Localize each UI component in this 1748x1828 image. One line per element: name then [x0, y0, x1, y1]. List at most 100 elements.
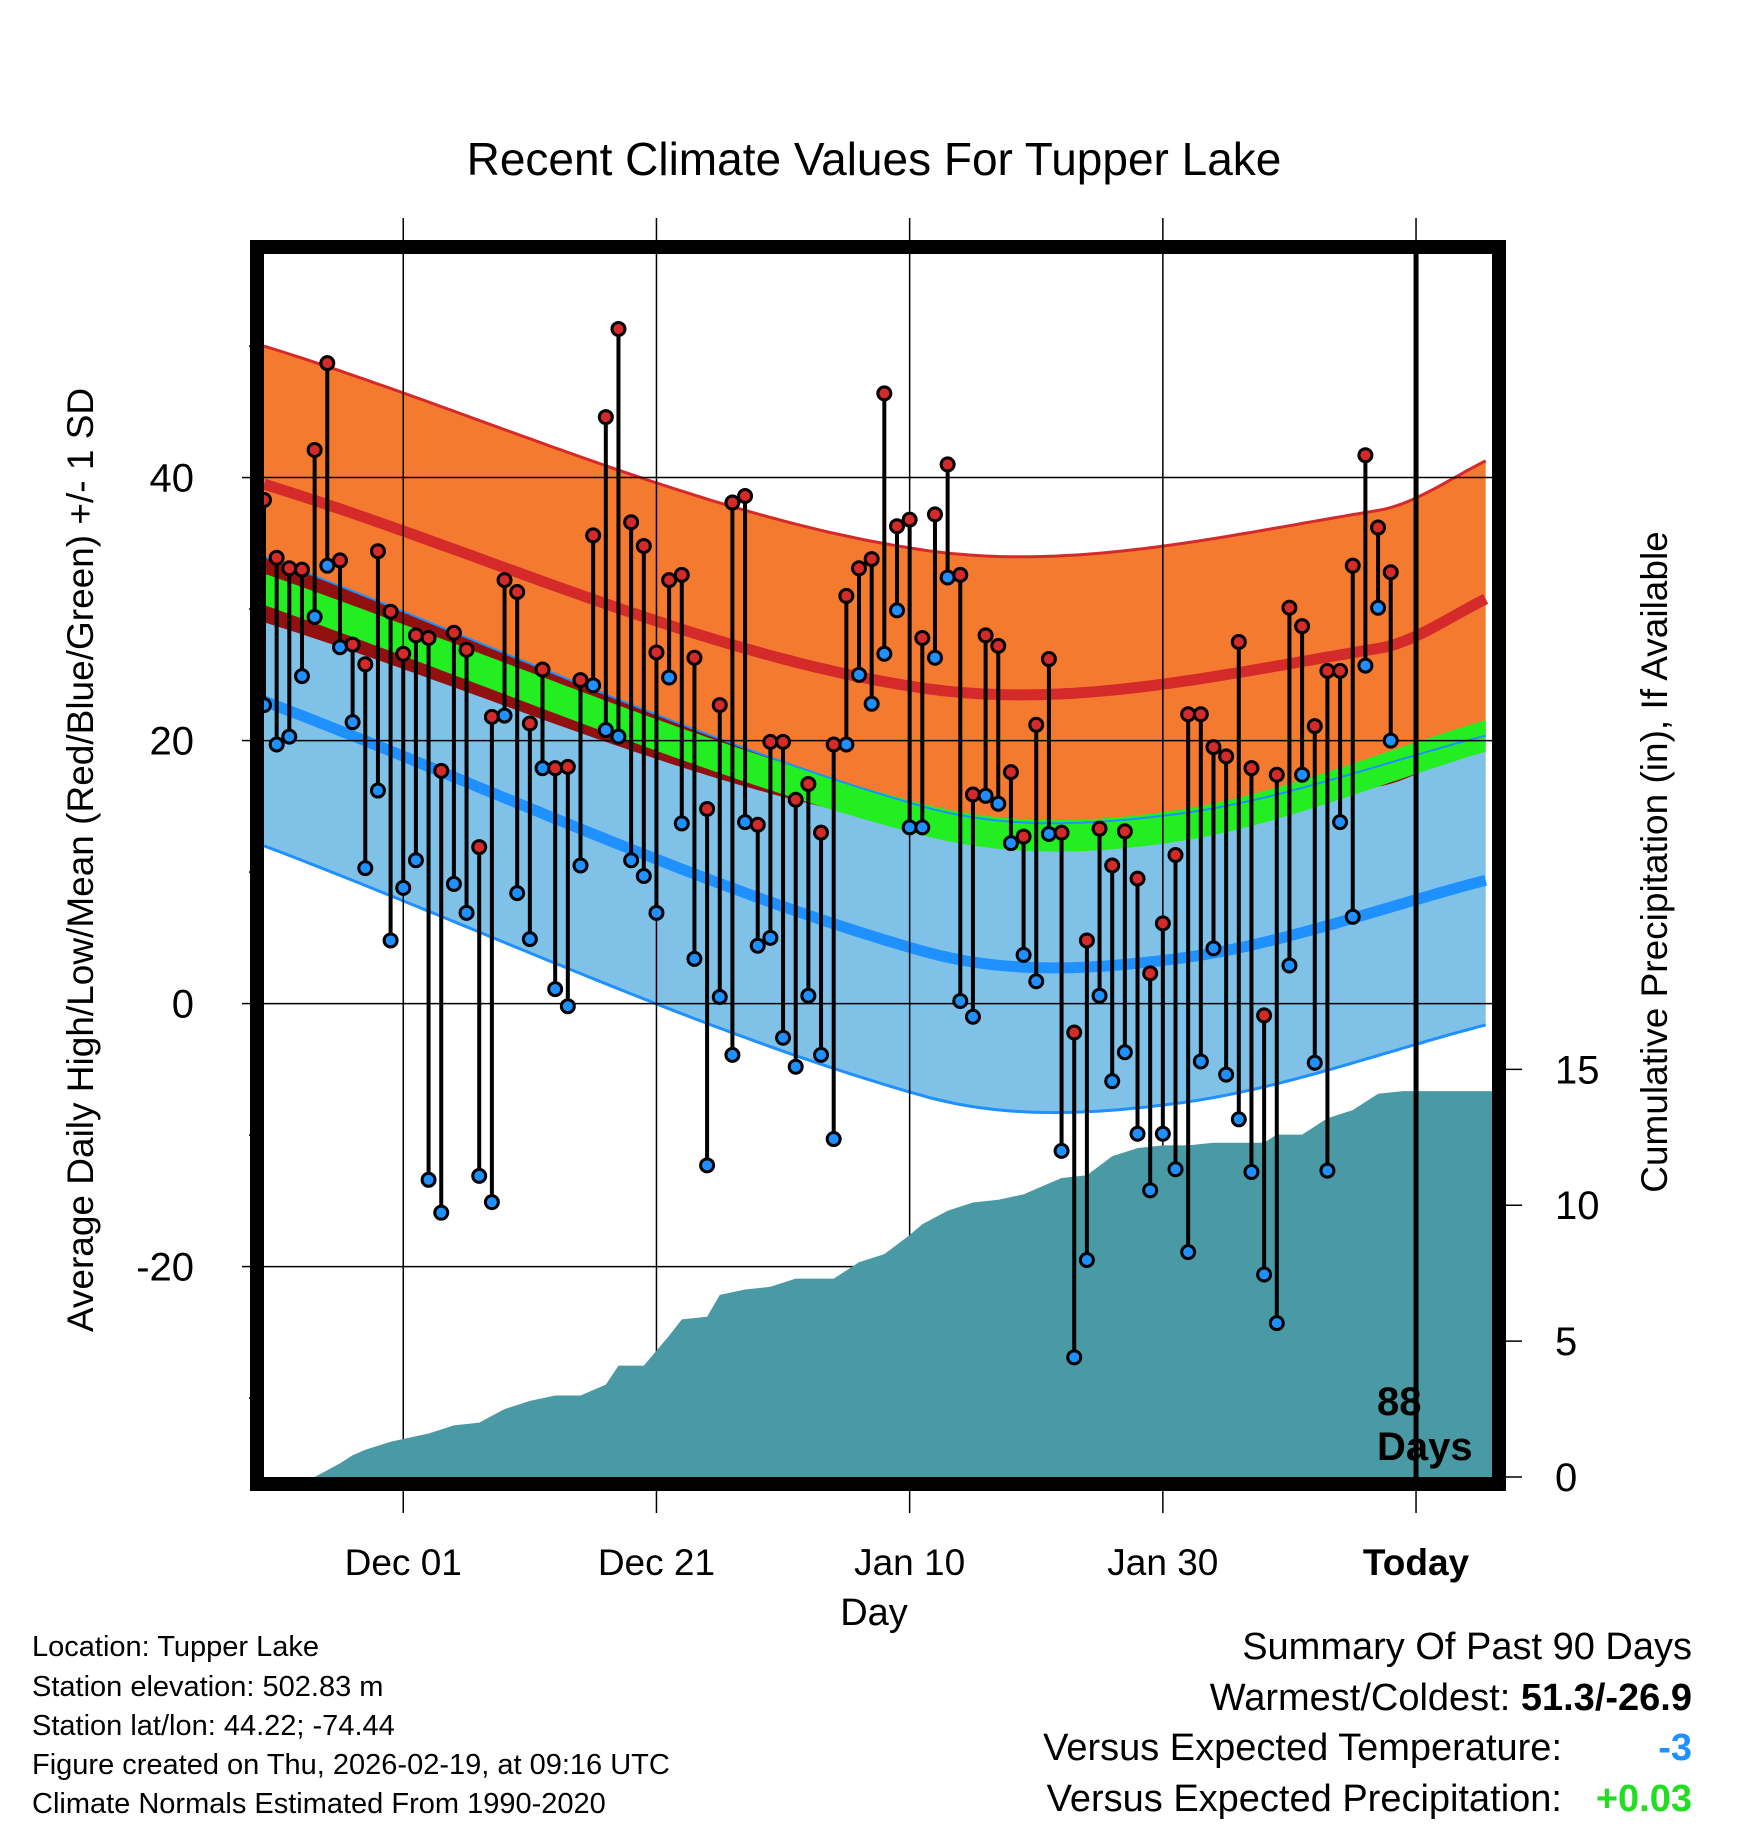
daily-low-point — [1357, 657, 1374, 674]
mean-normal-band — [264, 573, 1486, 852]
daily-low-point — [876, 645, 893, 662]
daily-low-point — [699, 1157, 716, 1174]
daily-high-point — [851, 560, 868, 577]
daily-high-point — [1167, 846, 1184, 863]
summary-title-text: Summary Of Past 90 Days — [1242, 1626, 1692, 1668]
daily-low-point — [661, 669, 678, 686]
daily-low-point — [1332, 814, 1349, 831]
daily-high-point — [1104, 857, 1121, 874]
daily-high-point — [1230, 633, 1247, 650]
daily-high-point — [496, 572, 513, 589]
daily-low-point — [344, 714, 361, 731]
daily-high-point — [1053, 824, 1070, 841]
daily-low-point — [1053, 1142, 1070, 1159]
daily-low-point — [445, 875, 462, 892]
daily-high-point — [547, 760, 564, 777]
daily-high-point — [509, 583, 526, 600]
x-tick-label: Today — [1363, 1542, 1470, 1583]
daily-high-point — [686, 649, 703, 666]
daily-low-point — [1281, 957, 1298, 974]
y-tick-label-left: 20 — [150, 720, 195, 764]
summary-precip: Versus Expected Precipitation: +0.03 — [1047, 1778, 1692, 1821]
daily-low-point — [521, 931, 538, 948]
daily-high-point — [1256, 1007, 1273, 1024]
normal-bands — [264, 344, 1489, 1115]
daily-high-point — [1218, 748, 1235, 765]
daily-low-point — [673, 815, 690, 832]
daily-low-point — [1104, 1073, 1121, 1090]
daily-high-point — [458, 641, 475, 658]
daily-high-point — [319, 355, 336, 372]
daily-low-point — [420, 1171, 437, 1188]
y-tick-label-left: 0 — [172, 983, 194, 1027]
daily-low-point — [1218, 1066, 1235, 1083]
daily-low-point — [914, 819, 931, 836]
temp-value: -3 — [1658, 1727, 1692, 1769]
daily-low-point — [509, 885, 526, 902]
daily-high-point — [264, 491, 272, 508]
daily-high-point — [1142, 965, 1159, 982]
daily-high-point — [559, 758, 576, 775]
high-upper-edge — [264, 344, 1487, 559]
daily-low-point — [1154, 1125, 1171, 1142]
today-annotation-unit: Days — [1377, 1425, 1473, 1469]
daily-high-point — [585, 527, 602, 544]
daily-low-point — [458, 904, 475, 921]
daily-low-point — [1002, 835, 1019, 852]
daily-high-point — [623, 514, 640, 531]
daily-high-point — [914, 629, 931, 646]
footer-created: Figure created on Thu, 2026-02-19, at 09… — [32, 1749, 670, 1781]
daily-high-point — [876, 385, 893, 402]
daily-low-point — [635, 868, 652, 885]
daily-high-point — [433, 762, 450, 779]
daily-low-point — [825, 1131, 842, 1148]
daily-high-point — [1066, 1024, 1083, 1041]
daily-high-point — [661, 572, 678, 589]
axes: Dec 01 Dec 21 Jan 10 Jan 30 Today 40 20 0 -20 15 1… — [136, 218, 1600, 1583]
daily-low-point — [1256, 1266, 1273, 1283]
daily-low-point — [483, 1194, 500, 1211]
daily-high-point — [483, 708, 500, 725]
daily-high-point — [825, 736, 842, 753]
daily-high-point — [699, 800, 716, 817]
daily-high-point — [964, 786, 981, 803]
daily-high-point — [1192, 706, 1209, 723]
daily-high-point — [977, 627, 994, 644]
daily-high-point — [1306, 718, 1323, 735]
daily-low-point — [1066, 1349, 1083, 1366]
daily-low-point — [547, 981, 564, 998]
daily-high-point — [1281, 599, 1298, 616]
daily-low-point — [268, 736, 285, 753]
daily-low-point — [749, 937, 766, 954]
daily-high-point — [926, 506, 943, 523]
summary-temp: Versus Expected Temperature: -3 — [1043, 1727, 1692, 1770]
footer-elevation: Station elevation: 502.83 m — [32, 1671, 384, 1703]
daily-low-point — [1015, 946, 1032, 963]
y-axis-label-left: Average Daily High/Low/Mean (Red/Blue/Gr… — [60, 388, 101, 1332]
daily-high-point — [1268, 766, 1285, 783]
daily-high-point — [1243, 760, 1260, 777]
daily-low-point — [1230, 1111, 1247, 1128]
daily-high-point — [673, 566, 690, 583]
daily-low-point — [1028, 973, 1045, 990]
y-tick-label-right: 0 — [1555, 1456, 1577, 1500]
daily-low-point — [1142, 1182, 1159, 1199]
daily-high-point — [1091, 820, 1108, 837]
high-normal-line — [264, 478, 1489, 701]
daily-low-point — [559, 998, 576, 1015]
daily-high-point — [1116, 823, 1133, 840]
daily-low-point — [471, 1167, 488, 1184]
daily-low-point — [787, 1058, 804, 1075]
daily-high-point — [863, 551, 880, 568]
daily-high-point — [888, 518, 905, 535]
summary-title: Summary Of Past 90 Days — [1242, 1626, 1692, 1669]
daily-low-point — [1382, 732, 1399, 749]
daily-low-point — [534, 760, 551, 777]
daily-low-point — [964, 1008, 981, 1025]
warm-cold-value: 51.3/-26.9 — [1520, 1677, 1692, 1719]
y-tick-label-left: -20 — [136, 1246, 194, 1290]
daily-high-point — [775, 733, 792, 750]
daily-high-point — [1180, 706, 1197, 723]
daily-low-point — [395, 879, 412, 896]
daily-high-point — [521, 715, 538, 732]
